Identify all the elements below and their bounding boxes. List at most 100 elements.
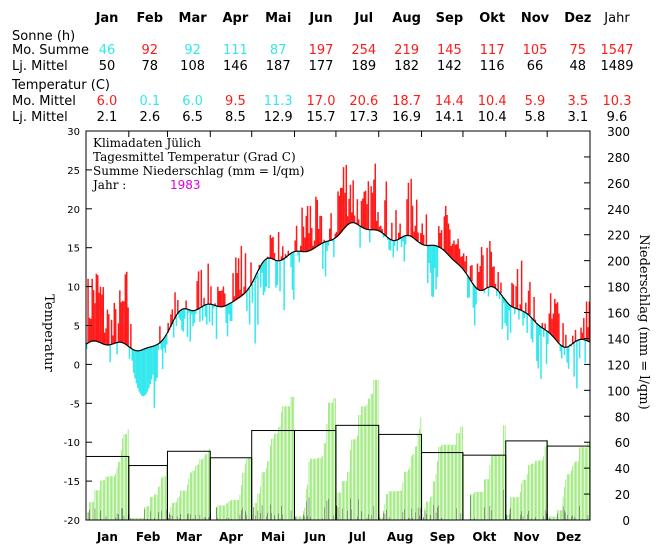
cumulative-precip-bar <box>341 481 343 520</box>
cumulative-precip-bar <box>524 479 525 520</box>
cumulative-precip-bar <box>459 433 460 520</box>
cumulative-precip-bar <box>241 485 242 520</box>
cumulative-precip-bar <box>391 491 393 520</box>
cumulative-precip-bar <box>387 494 388 520</box>
cumulative-precip-bar <box>394 491 395 520</box>
cumulative-precip-bar <box>354 439 355 520</box>
cumulative-precip-bar <box>471 494 473 520</box>
cumulative-precip-bar <box>566 474 568 520</box>
table-cell: 177 <box>309 59 334 74</box>
cumulative-precip-bar <box>141 517 143 520</box>
cumulative-precip-bar <box>432 481 434 520</box>
cumulative-precip-bar <box>265 468 267 520</box>
month-header: Dez <box>564 11 591 26</box>
month-header: Feb <box>137 11 163 26</box>
cumulative-precip-bar <box>174 502 176 520</box>
cumulative-precip-bar <box>152 496 154 520</box>
table-cell: 92 <box>142 43 159 58</box>
cumulative-precip-bar <box>292 396 293 520</box>
cumulative-precip-bar <box>413 454 415 520</box>
cumulative-precip-bar <box>390 491 391 520</box>
month-label: Aug <box>387 530 413 544</box>
y-axis-right-title: Niederschlag (mm = l/qm) <box>636 234 651 409</box>
table-cell: 142 <box>437 59 462 74</box>
table-cell: 17.0 <box>307 94 336 109</box>
cumulative-precip-bar <box>194 470 195 520</box>
right-tick-label: 300 <box>607 125 630 139</box>
cumulative-precip-bar <box>355 439 357 520</box>
cumulative-precip-bar <box>181 490 183 520</box>
cumulative-precip-bar <box>403 471 405 520</box>
table-cell: 105 <box>523 43 548 58</box>
cumulative-precip-bar <box>522 479 524 520</box>
cumulative-precip-bar <box>104 480 105 520</box>
cumulative-precip-bar <box>347 471 348 520</box>
month-header: Jan <box>95 11 119 26</box>
cumulative-precip-bar <box>316 458 318 520</box>
cumulative-precip-bar <box>206 454 208 520</box>
cumulative-precip-bar <box>91 501 93 520</box>
table-cell: 46 <box>99 43 116 58</box>
cumulative-precip-bar <box>116 467 118 520</box>
cumulative-precip-bar <box>479 491 481 520</box>
cumulative-precip-bar <box>235 499 237 520</box>
cumulative-precip-bar <box>314 458 315 520</box>
cumulative-precip-bar <box>568 474 569 520</box>
cumulative-precip-bar <box>178 496 180 520</box>
cumulative-precip-bar <box>308 461 310 520</box>
cumulative-precip-bar <box>149 497 151 520</box>
table-year-cell: 9.6 <box>607 110 628 125</box>
cumulative-precip-bar <box>134 518 136 520</box>
table-cell: 2.6 <box>139 110 160 125</box>
left-tick-label: -20 <box>64 516 80 527</box>
cumulative-precip-bar <box>438 446 440 520</box>
right-tick-label: 80 <box>615 410 630 424</box>
cumulative-precip-bar <box>270 445 271 520</box>
cumulative-precip-bar <box>536 460 538 520</box>
month-header: Mai <box>265 11 291 26</box>
cumulative-precip-bar <box>260 486 261 520</box>
cumulative-precip-bar <box>184 490 186 520</box>
cumulative-precip-bar <box>484 479 485 520</box>
cumulative-precip-bar <box>126 434 128 520</box>
cumulative-precip-bar <box>281 411 282 520</box>
cumulative-precip-bar <box>533 463 535 520</box>
cumulative-precip-bar <box>115 473 116 520</box>
right-tick-label: 200 <box>607 255 630 269</box>
table-cell: 182 <box>394 59 419 74</box>
cumulative-precip-bar <box>264 472 266 520</box>
cumulative-precip-bar <box>399 490 401 520</box>
cumulative-precip-bar <box>259 493 260 520</box>
longterm-temperature-line <box>85 221 591 352</box>
cumulative-precip-bar <box>361 406 362 520</box>
cumulative-precip-bar <box>369 398 371 520</box>
cumulative-precip-bar <box>263 472 264 520</box>
cumulative-precip-bar <box>357 435 358 520</box>
cumulative-precip-bar <box>162 477 163 520</box>
sun-section-title: Sonne (h) <box>12 29 75 44</box>
right-tick-label: 220 <box>607 229 630 243</box>
cumulative-precip-bar <box>455 444 456 520</box>
cumulative-precip-bar <box>297 516 299 520</box>
cumulative-precip-bar <box>561 510 562 520</box>
table-cell: 2.1 <box>97 110 118 125</box>
table-cell: 254 <box>351 43 376 58</box>
table-cell: 15.7 <box>307 110 336 125</box>
cumulative-precip-bar <box>245 463 246 520</box>
cumulative-precip-bar <box>112 476 114 520</box>
left-tick-label: -5 <box>70 399 80 410</box>
cumulative-precip-bar <box>131 518 133 520</box>
cumulative-precip-bar <box>94 490 96 520</box>
cumulative-precip-bar <box>93 501 94 520</box>
left-tick-label: 15 <box>67 244 80 255</box>
cumulative-precip-bar <box>572 466 574 520</box>
cumulative-precip-bar <box>575 461 576 520</box>
cumulative-precip-bar <box>311 458 313 520</box>
cumulative-precip-bar <box>111 476 112 520</box>
cumulative-precip-bar <box>138 518 140 520</box>
cumulative-precip-bar <box>409 467 411 520</box>
cumulative-precip-bar <box>486 479 488 520</box>
cumulative-precip-bar <box>372 393 373 520</box>
cumulative-precip-bar <box>318 457 319 520</box>
cumulative-precip-bar <box>114 476 115 520</box>
